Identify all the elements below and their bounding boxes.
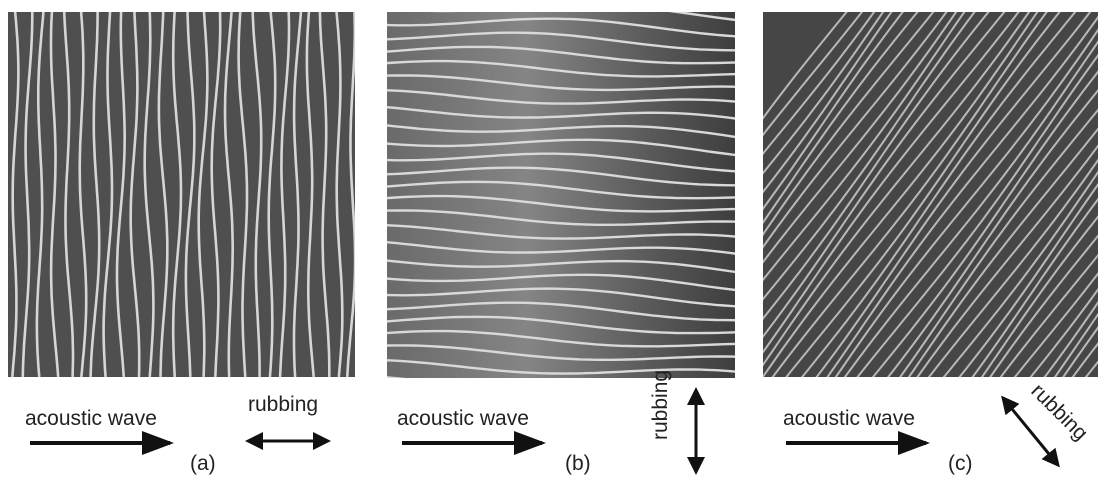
rubbing-label: rubbing — [1026, 379, 1092, 445]
wave-label: acoustic wave — [397, 407, 529, 430]
wave-label: acoustic wave — [25, 407, 157, 430]
rubbing-label: rubbing — [248, 393, 318, 416]
panel-label: (b) — [565, 452, 591, 475]
panel-label: (a) — [190, 452, 216, 475]
stripe — [380, 377, 740, 390]
page: acoustic wave rubbing (a) acoustic wave … — [0, 0, 1098, 484]
wave-label: acoustic wave — [783, 407, 915, 430]
figure: acoustic wave rubbing (a) acoustic wave … — [0, 0, 1098, 479]
rubbing-label: rubbing — [649, 370, 672, 440]
panel-label: (c) — [948, 452, 973, 475]
